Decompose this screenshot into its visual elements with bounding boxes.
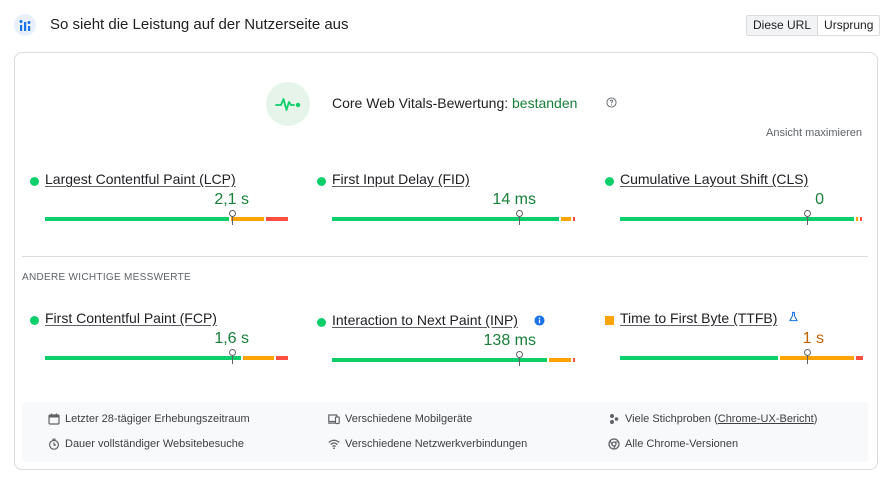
p75-marker <box>229 210 236 217</box>
info-icon[interactable] <box>534 315 545 326</box>
segment-needs-improvement <box>549 358 571 362</box>
calendar-icon <box>48 413 60 425</box>
timer-icon <box>48 438 60 450</box>
segment-poor <box>856 356 863 360</box>
p75-marker <box>804 349 811 356</box>
segment-poor <box>573 358 575 362</box>
segment-good <box>620 217 854 221</box>
distribution-bar <box>45 210 288 225</box>
pulse-icon <box>275 98 301 111</box>
p75-marker-line <box>519 357 520 366</box>
p75-marker-line <box>807 216 808 225</box>
toggle-this-url[interactable]: Diese URL <box>747 16 819 35</box>
people-icon <box>610 414 619 424</box>
metric-value: 1 s <box>802 330 824 347</box>
lab-flask-icon[interactable] <box>788 311 799 322</box>
cwv-label: Core Web Vitals-Bewertung: <box>332 95 513 111</box>
distribution-bar <box>332 210 575 225</box>
segment-needs-improvement <box>561 217 571 221</box>
segment-poor <box>266 217 288 221</box>
p75-marker-line <box>232 216 233 225</box>
segment-good <box>45 356 241 360</box>
samples-suffix: ) <box>813 413 818 425</box>
field-data-card <box>14 52 878 470</box>
p75-marker <box>516 351 523 358</box>
cwv-assessment-icon <box>266 82 310 126</box>
p75-marker <box>804 210 811 217</box>
metric-name[interactable]: Interaction to Next Paint (INP) <box>332 312 518 328</box>
distribution-bar <box>620 210 863 225</box>
metric-inp: Interaction to Next Paint (INP) 138 ms <box>317 312 575 372</box>
metric-value: 14 ms <box>492 191 536 208</box>
segment-good <box>332 358 547 362</box>
footer-text: Dauer vollständiger Websitebesuche <box>65 438 244 450</box>
data-source-footer: Letzter 28-tägiger Erhebungszeitraum Ver… <box>22 402 868 462</box>
metric-fcp: First Contentful Paint (FCP) 1,6 s <box>30 310 288 370</box>
metric-cls: Cumulative Layout Shift (CLS) 0 <box>605 171 863 231</box>
segment-poor <box>860 217 862 221</box>
segment-good <box>332 217 559 221</box>
distribution-bar <box>45 349 288 364</box>
metric-lcp: Largest Contentful Paint (LCP) 2,1 s <box>30 171 288 231</box>
p75-marker <box>229 349 236 356</box>
metric-name[interactable]: Largest Contentful Paint (LCP) <box>45 171 236 187</box>
distribution-bar <box>332 351 575 366</box>
footer-text: Verschiedene Mobilgeräte <box>345 413 473 425</box>
metric-name[interactable]: Time to First Byte (TTFB) <box>620 310 778 326</box>
metric-name[interactable]: First Input Delay (FID) <box>332 171 470 187</box>
footer-text: Verschiedene Netzwerkverbindungen <box>345 438 528 450</box>
devices-icon <box>328 414 340 425</box>
crux-icon <box>14 14 36 36</box>
segment-good <box>45 217 229 221</box>
segment-good <box>620 356 778 360</box>
p75-marker-line <box>807 355 808 364</box>
segment-needs-improvement <box>780 356 854 360</box>
metric-name[interactable]: First Contentful Paint (FCP) <box>45 310 217 326</box>
status-dot-good <box>605 177 614 186</box>
expand-view-link[interactable]: Ansicht maximieren <box>766 127 862 139</box>
cwv-assessment: Core Web Vitals-Bewertung: bestanden <box>332 95 577 111</box>
status-dot-good <box>30 177 39 186</box>
metric-value: 1,6 s <box>214 330 249 347</box>
segment-needs-improvement <box>856 217 858 221</box>
other-metrics-label: ANDERE WICHTIGE MESSWERTE <box>22 272 191 283</box>
p75-marker-line <box>519 216 520 225</box>
metric-value: 2,1 s <box>214 191 249 208</box>
toggle-origin[interactable]: Ursprung <box>818 16 880 35</box>
page-title: So sieht die Leistung auf der Nutzerseit… <box>50 16 349 33</box>
distribution-bar <box>620 349 863 364</box>
chrome-icon <box>608 438 620 450</box>
p75-marker <box>516 210 523 217</box>
segment-poor <box>573 217 575 221</box>
help-icon[interactable] <box>606 97 617 108</box>
scope-toggle: Diese URL Ursprung <box>746 15 881 36</box>
status-square-needs-improvement <box>605 316 614 325</box>
crux-report-link[interactable]: Chrome-UX-Bericht <box>717 413 814 425</box>
wifi-icon <box>328 439 340 450</box>
footer-text: Alle Chrome-Versionen <box>625 438 739 450</box>
metric-value: 0 <box>815 191 824 208</box>
metric-ttfb: Time to First Byte (TTFB) 1 s <box>605 310 863 370</box>
metric-fid: First Input Delay (FID) 14 ms <box>317 171 575 231</box>
cwv-status: bestanden <box>512 95 578 111</box>
segment-poor <box>276 356 288 360</box>
samples-text: Viele Stichproben ( <box>625 413 718 425</box>
status-dot-good <box>30 316 39 325</box>
segment-needs-improvement <box>243 356 274 360</box>
segment-needs-improvement <box>231 217 264 221</box>
footer-text: Letzter 28-tägiger Erhebungszeitraum <box>65 413 250 425</box>
status-dot-good <box>317 318 326 327</box>
metric-value: 138 ms <box>483 332 536 349</box>
footer-text: Viele Stichproben (Chrome-UX-Bericht) <box>625 413 817 425</box>
p75-marker-line <box>232 355 233 364</box>
metric-name[interactable]: Cumulative Layout Shift (CLS) <box>620 171 809 187</box>
section-divider <box>22 256 868 257</box>
page-header: So sieht die Leistung auf der Nutzerseit… <box>0 0 887 50</box>
status-dot-good <box>317 177 326 186</box>
